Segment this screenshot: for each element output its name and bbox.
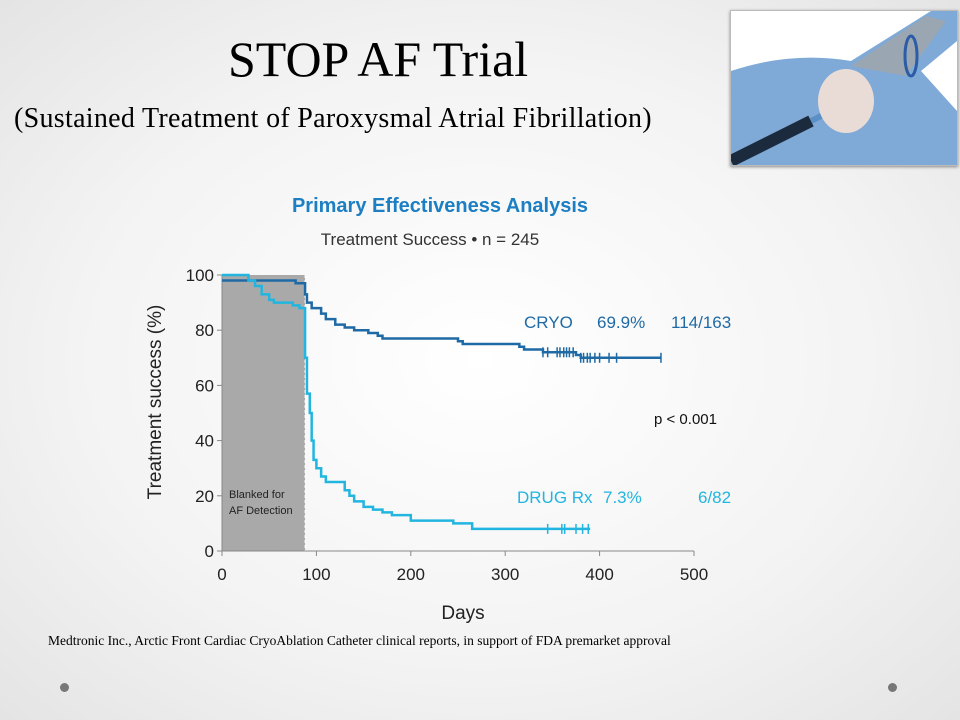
cryo-balloon-catheter-image [730,10,958,166]
slide-dot-left [60,683,69,692]
y-tick-label: 60 [195,376,214,395]
chart-subtitle: Treatment Success • n = 245 [320,230,540,249]
x-tick-label: 400 [585,565,613,584]
source-citation: Medtronic Inc., Arctic Front Cardiac Cry… [48,633,671,648]
blanked-label-1: Blanked for [229,489,285,501]
drug-label: DRUG Rx [517,488,593,507]
y-tick-label: 100 [186,266,214,285]
x-tick-label: 200 [397,565,425,584]
chart-title: Primary Effectiveness Analysis [291,195,589,217]
slide-dot-right [888,683,897,692]
drug-rate: 7.3% [603,488,642,507]
p-value: p < 0.001 [654,411,717,428]
blanked-label-2: AF Detection [229,505,293,517]
slide-title: STOP AF Trial [228,31,529,87]
x-tick-label: 0 [217,565,226,584]
x-tick-label: 500 [680,565,708,584]
blanked-region [222,275,306,551]
y-tick-label: 40 [195,432,214,451]
x-axis-label: Days [441,603,484,624]
drug-count: 6/82 [698,488,731,507]
cryo-label: CRYO [524,313,573,332]
series-line-1 [222,273,591,531]
cryo-rate: 69.9% [597,313,645,332]
series-line-0 [222,279,661,360]
x-tick-label: 100 [302,565,330,584]
x-tick-label: 300 [491,565,519,584]
slide-subtitle: (Sustained Treatment of Paroxysmal Atria… [14,103,652,134]
y-tick-label: 80 [195,321,214,340]
cryo-count: 114/163 [671,313,731,332]
y-axis-label: Treatment success (%) [145,305,166,500]
y-tick-label: 20 [195,487,214,506]
y-tick-label: 0 [205,542,214,561]
